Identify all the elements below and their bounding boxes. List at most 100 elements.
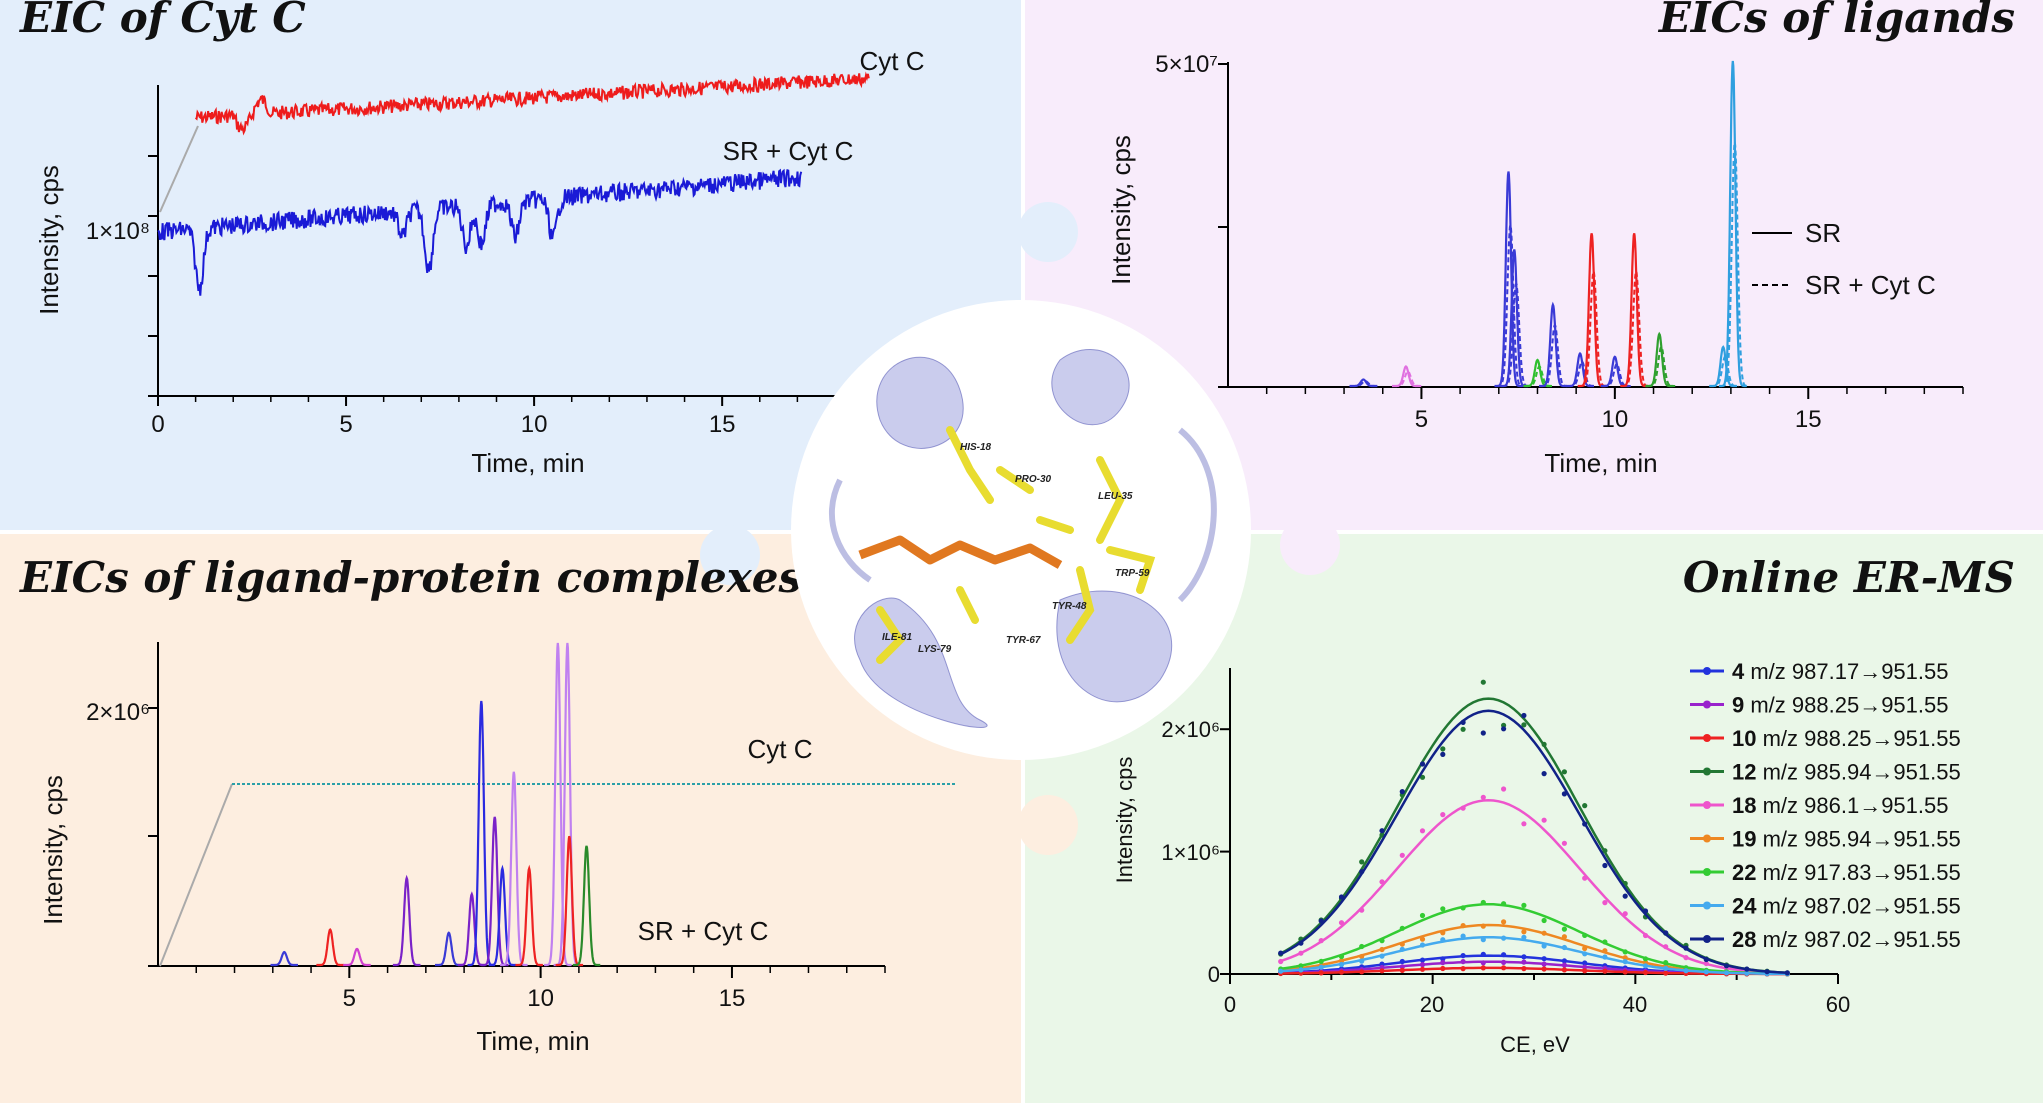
br-point-18 (1318, 938, 1324, 944)
br-ytick-0: 0 (1208, 962, 1220, 987)
br-legend-marker-10 (1703, 734, 1711, 742)
br-legend-label-18: 18 m/z 986.1→951.55 (1732, 793, 1949, 818)
br-point-12 (1582, 803, 1588, 809)
br-point-24 (1278, 968, 1284, 974)
bl-peak-7 (488, 864, 517, 967)
title-bl: EICs of ligand-protein complexes (19, 553, 802, 602)
bl-label-cytc: Cyt C (748, 734, 813, 764)
br-point-9 (1480, 960, 1486, 966)
br-point-10 (1460, 966, 1466, 972)
br-point-4 (1460, 953, 1466, 959)
tr-peak-dashed-0 (1496, 224, 1525, 387)
tr-peak-dashed-4 (1568, 360, 1596, 387)
br-point-19 (1561, 934, 1567, 940)
molecule-circle (791, 300, 1251, 760)
br-fit-10 (1280, 966, 1788, 976)
br-point-18 (1440, 812, 1446, 818)
br-point-12 (1561, 769, 1567, 775)
br-point-19 (1440, 930, 1446, 936)
br-legend-marker-24 (1703, 901, 1711, 910)
br-point-22 (1622, 949, 1628, 955)
bl-xtick-label: 15 (719, 985, 746, 1012)
br-point-22 (1440, 906, 1446, 912)
br-point-22 (1298, 963, 1304, 969)
br-xtick-2: 40 (1623, 992, 1647, 1017)
br-point-24 (1460, 933, 1466, 939)
tr-peak-dashed-11 (1394, 370, 1422, 387)
br-point-4 (1541, 956, 1547, 962)
br-point-4 (1440, 956, 1446, 962)
br-point-19 (1460, 923, 1466, 929)
br-point-28 (1359, 869, 1365, 875)
bl-xlabel: Time, min (476, 1026, 589, 1056)
bl-xtick-label: 10 (527, 985, 554, 1012)
br-legend-label-22: 22 m/z 917.83→951.55 (1732, 860, 1961, 885)
tl-xtick-label: 5 (339, 411, 352, 438)
bl-ramp (159, 783, 233, 967)
br-point-24 (1582, 951, 1588, 957)
br-legend-marker-22 (1703, 868, 1711, 876)
helix-ribbon-4 (854, 597, 988, 728)
br-xtick-3: 60 (1826, 992, 1850, 1017)
br-point-28 (1338, 894, 1345, 900)
br-legend-marker-18 (1703, 801, 1711, 809)
chart-tr: 5 10 15 5×10⁷ Time, min Intensity, cps SR … (1106, 51, 1964, 478)
br-legend-label-9: 9 m/z 988.25→951.55 (1732, 693, 1949, 718)
br-point-10 (1521, 966, 1527, 972)
br-legend-label-19: 19 m/z 985.94→951.55 (1732, 827, 1961, 852)
br-point-28 (1298, 940, 1304, 946)
br-legend-label-12: 12 m/z 985.94→951.55 (1732, 760, 1961, 785)
br-legend-marker-28 (1703, 935, 1711, 943)
chart-br: 0 1×10⁶ 2×10⁶ 0 20 40 60 CE, eV Intensit… (1112, 659, 1961, 1057)
br-point-28 (1723, 963, 1730, 969)
br-point-24 (1379, 953, 1385, 959)
br-point-18 (1683, 955, 1689, 961)
br-xlabel: CE, eV (1500, 1032, 1570, 1057)
br-point-18 (1460, 805, 1466, 811)
br-point-22 (1561, 926, 1567, 932)
br-point-28 (1582, 821, 1588, 827)
tl-ytick-label: 1×10⁸ (86, 218, 150, 245)
br-xtick-0: 0 (1224, 992, 1236, 1017)
br-point-22 (1501, 901, 1507, 907)
br-point-18 (1359, 907, 1365, 913)
br-fit-28 (1280, 709, 1788, 975)
residue-label-leu35: LEU-35 (1098, 491, 1133, 502)
tr-legend-sr: SR (1805, 218, 1841, 248)
br-point-22 (1318, 958, 1324, 965)
br-point-24 (1642, 963, 1649, 969)
br-point-19 (1541, 930, 1547, 936)
br-point-10 (1480, 965, 1486, 971)
br-point-12 (1359, 859, 1365, 865)
br-point-18 (1602, 900, 1608, 906)
br-legend-marker-19 (1703, 834, 1711, 843)
br-point-18 (1501, 786, 1507, 792)
tr-legend-sr-cytc: SR + Cyt C (1805, 270, 1936, 300)
br-point-10 (1318, 970, 1324, 976)
br-point-19 (1480, 923, 1486, 929)
br-point-18 (1703, 960, 1709, 967)
bl-peak-2 (392, 874, 421, 967)
br-point-9 (1561, 962, 1567, 968)
br-point-9 (1419, 962, 1426, 968)
br-point-22 (1379, 938, 1385, 944)
bl-peak-1 (343, 947, 371, 967)
br-point-22 (1521, 902, 1527, 909)
br-point-10 (1338, 969, 1345, 975)
br-point-9 (1521, 959, 1527, 965)
br-point-12 (1419, 774, 1426, 780)
tr-xlabel: Time, min (1544, 448, 1657, 478)
br-point-28 (1744, 966, 1750, 972)
br-legend-label-4: 4 m/z 987.17→951.55 (1732, 659, 1949, 684)
puzzle-knob-left (700, 525, 760, 585)
tl-xtick-label: 15 (709, 411, 736, 438)
br-point-28 (1399, 789, 1405, 795)
br-fit-24 (1280, 936, 1788, 976)
bl-peak-9 (515, 864, 543, 967)
br-ytick-1: 1×10⁶ (1161, 840, 1220, 865)
tl-series-sr-cytc (157, 168, 803, 296)
helix-ribbon-2 (1051, 349, 1130, 426)
chart-tl: 0 5 10 15 1×10⁸ Time, min Intensity, cps Cy… (34, 46, 925, 478)
br-legend-label-10: 10 m/z 988.25→951.55 (1732, 726, 1961, 751)
br-legend-marker-4 (1703, 667, 1711, 675)
